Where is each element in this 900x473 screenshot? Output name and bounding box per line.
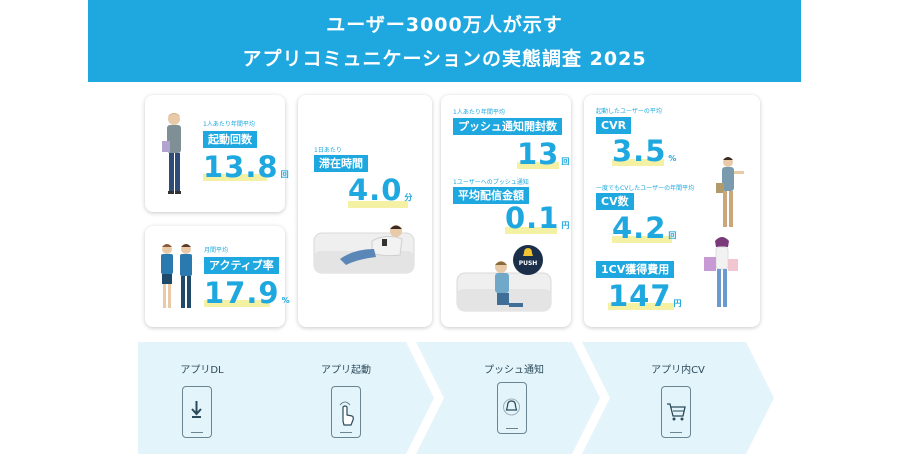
flow-step-label-2: アプリ起動 [321,365,371,376]
stay-label: 滞在時間 [314,155,368,172]
launch-unit: 回 [280,170,290,179]
active-unit: % [281,296,291,305]
flow-arrow-3 [416,342,600,454]
card-cv: 起動したユーザーの平均 CVR 3.5% 一度でもCVしたユーザーの年間平均 C… [584,95,760,327]
cvr-caption: 起動したユーザーの平均 [596,108,662,115]
active-label: アクティブ率 [204,257,279,274]
cv-cost-unit: 円 [673,299,683,308]
card-launch-count: 1人あたり年間平均 起動回数 13.8 回 [145,95,289,212]
push-sofa-illustration [456,261,552,312]
cv-count-caption: 一度でもCVしたユーザーの年間平均 [596,185,695,192]
cv-cost-number: 147 [608,279,672,313]
push-count-caption: 1人あたり年間平均 [453,109,505,116]
active-value: 17.9% [204,278,291,316]
tap-icon [339,401,354,426]
cart-icon [667,403,686,421]
card-active-rate: 月間平均 アクティブ率 17.9% [145,226,290,327]
cvr-label: CVR [596,117,632,134]
flow-arrow-2 [250,342,434,454]
launch-highlight [203,174,267,181]
man-with-phone-illustration [162,113,181,194]
flow-step-label-1: アプリDL [180,365,224,376]
launch-value: 13.8 回 [203,152,290,190]
push-cost-label: 平均配信金額 [453,187,529,204]
active-highlight [204,300,270,307]
bell-phone [497,382,527,434]
push-cost-caption: 1ユーザーへのプッシュ通知 [453,179,529,186]
cv-count-label: CV数 [596,193,634,210]
cv-count-value: 4.2 回 [612,213,677,251]
cv-count-unit: 回 [668,231,678,240]
flow-step-label-3: プッシュ通知 [484,365,544,376]
push-badge-text: PUSH [518,260,538,267]
shopper-man-illustration [716,157,744,227]
cvr-highlight [612,159,664,166]
launch-number: 13.8 [203,150,279,184]
active-caption: 月間平均 [204,247,229,254]
stay-caption: 1日あたり [314,147,342,154]
students-illustration [161,244,192,308]
bell-icon [503,398,520,416]
push-cost-highlight [505,227,557,234]
title-banner: ユーザー3000万人が示す アプリコミュニケーションの実態調査 2025 [88,0,801,82]
cv-count-highlight [612,236,672,243]
push-cost-value: 0.1 円 [505,203,570,241]
flow-arrow-4 [582,342,774,454]
card-push: 1人あたり年間平均 プッシュ通知開封数 13 回 1ユーザーへのプッシュ通知 平均… [441,95,571,327]
push-cost-unit: 円 [561,221,571,230]
push-badge: PUSH [513,245,543,275]
push-count-number: 13 [517,137,560,171]
relaxing-on-sofa-illustration [313,225,415,274]
cv-cost-label: 1CV獲得費用 [596,261,675,278]
card-stay-time: 1日あたり 滞在時間 4.0 分 [298,95,432,327]
cv-cost-highlight [608,303,674,310]
stay-value: 4.0 分 [348,175,413,213]
launch-caption: 1人あたり年間平均 [203,121,255,128]
shopper-woman-illustration [704,237,738,307]
download-icon [191,401,202,418]
cv-cost-value: 147 円 [608,281,683,319]
title-line-2: アプリコミュニケーションの実態調査 2025 [242,48,647,70]
title-line-1: ユーザー3000万人が示す [326,14,563,36]
push-count-value: 13 回 [517,139,570,177]
download-phone [182,386,212,438]
tap-phone [331,386,361,438]
cvr-value: 3.5% [612,136,677,174]
push-cost-number: 0.1 [505,201,560,235]
cart-phone [661,386,691,438]
cvr-unit: % [668,154,678,163]
cvr-number: 3.5 [612,134,667,168]
active-number: 17.9 [204,276,280,310]
push-count-highlight [517,162,559,169]
stay-number: 4.0 [348,173,403,207]
push-count-unit: 回 [561,157,571,166]
flow-step-label-4: アプリ内CV [651,365,705,376]
stay-highlight [348,201,408,208]
stay-unit: 分 [404,193,414,202]
bell-badge-icon [523,248,533,256]
push-count-label: プッシュ通知開封数 [453,118,562,135]
launch-label: 起動回数 [203,131,257,148]
cv-count-number: 4.2 [612,211,667,245]
